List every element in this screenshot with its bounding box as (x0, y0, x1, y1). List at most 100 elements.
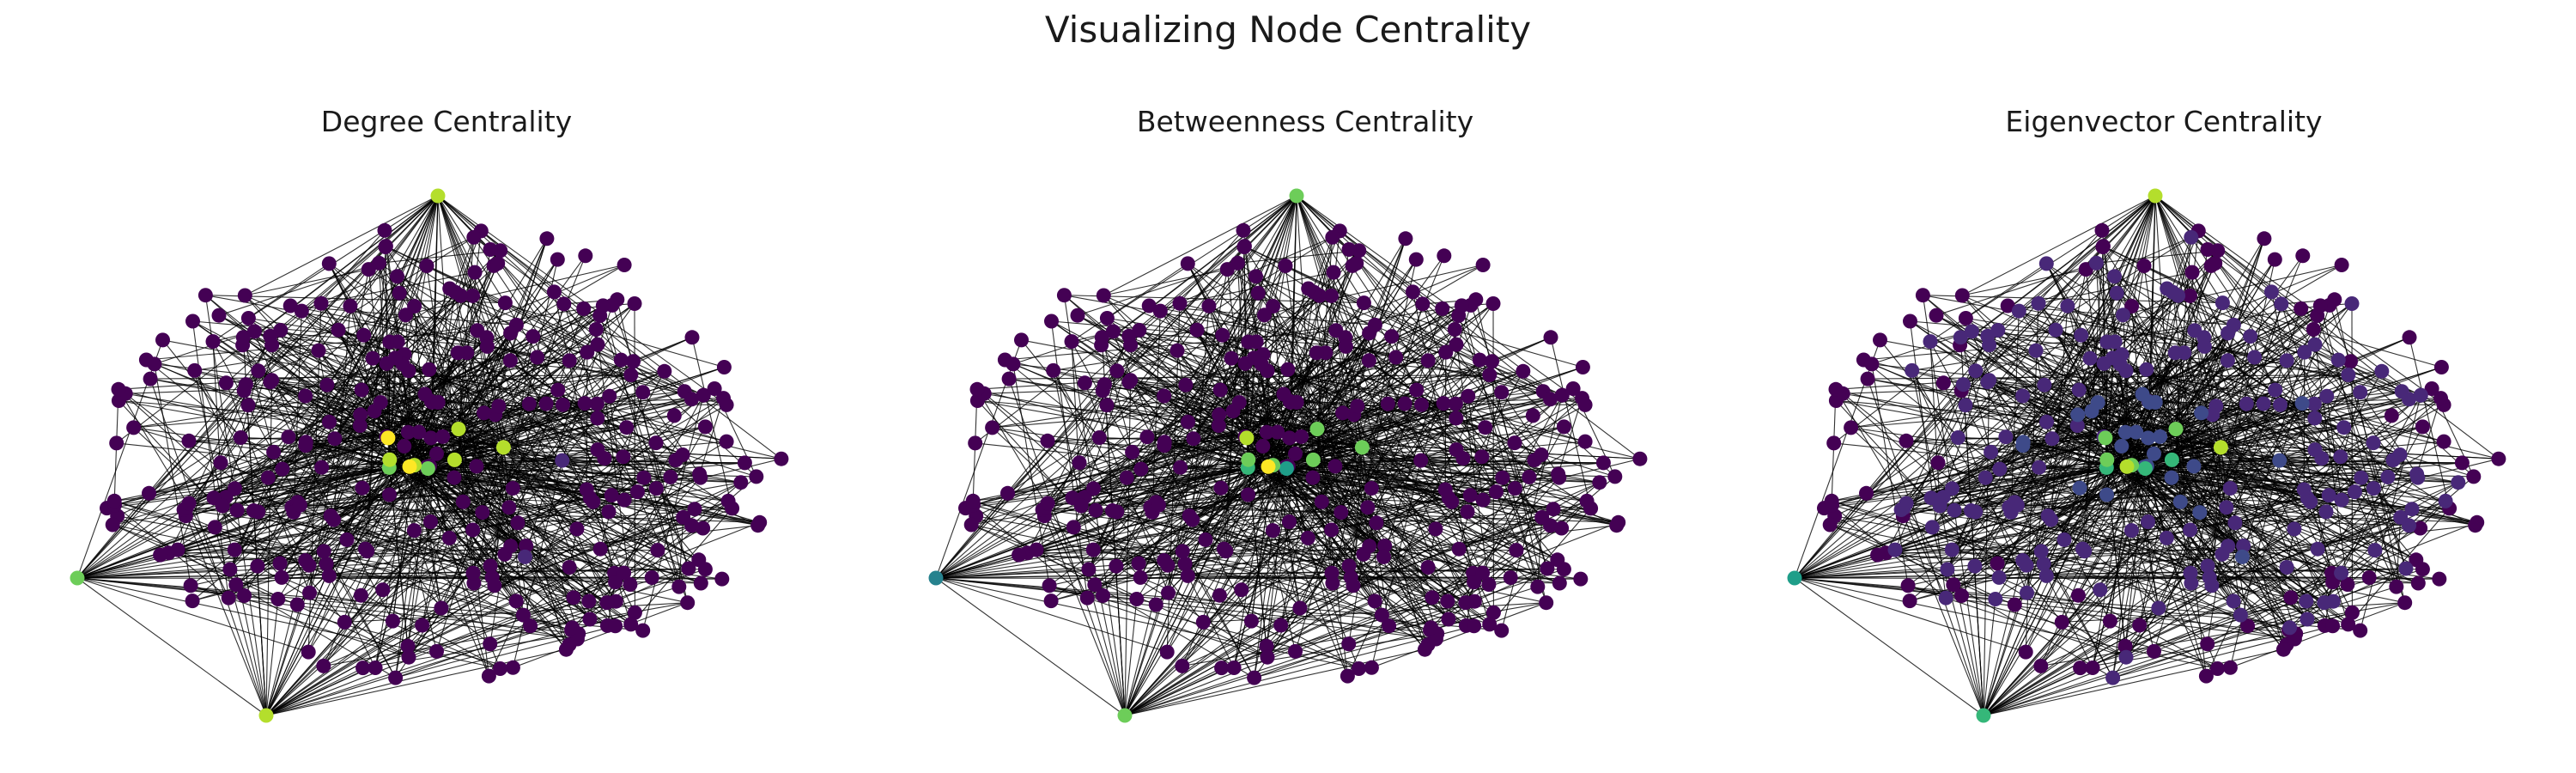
edge (1863, 359, 2107, 468)
node (519, 539, 534, 553)
edge (270, 335, 631, 376)
node (1984, 444, 1999, 460)
node (1388, 350, 1404, 365)
node (1534, 447, 1549, 462)
node (2318, 504, 2334, 520)
node (2147, 643, 2161, 659)
edge (1983, 521, 2477, 716)
node (465, 565, 481, 581)
node (503, 539, 519, 554)
edge (204, 295, 238, 511)
edge (553, 291, 617, 582)
edge (1244, 246, 1563, 396)
node (2353, 623, 2368, 638)
node (1288, 643, 1303, 659)
node (466, 229, 482, 245)
edge (1929, 341, 1941, 507)
edge (1983, 351, 2306, 716)
node (1398, 231, 1413, 247)
node (1575, 360, 1590, 374)
node (1905, 362, 1920, 378)
edge (1124, 477, 1559, 716)
node (1094, 330, 1109, 345)
edge (1053, 370, 1118, 513)
node (1887, 542, 1903, 557)
node (487, 578, 502, 593)
node (313, 295, 329, 311)
node (2009, 497, 2025, 513)
edge (458, 429, 489, 677)
node (246, 503, 261, 518)
edge (935, 577, 1126, 716)
edge (1254, 453, 1297, 679)
edge (973, 466, 1249, 502)
node (447, 452, 462, 467)
node (218, 375, 234, 391)
edge (2318, 525, 2409, 550)
edge (1005, 359, 1249, 468)
node (1073, 498, 1089, 514)
edge (265, 401, 432, 716)
edge (2040, 602, 2405, 666)
edge (218, 262, 380, 316)
node (1462, 488, 1478, 503)
node (579, 482, 594, 497)
node (228, 481, 242, 496)
node (2107, 334, 2123, 350)
edge (1248, 403, 1444, 468)
node (2000, 298, 2015, 313)
edge (248, 195, 439, 319)
edge (2154, 195, 2208, 250)
node (1334, 505, 1349, 520)
node (2233, 607, 2248, 623)
node (1354, 440, 1370, 455)
node (648, 435, 664, 451)
node (1234, 582, 1249, 598)
edge (2106, 459, 2458, 484)
edge (2171, 308, 2302, 460)
node (1236, 239, 1252, 254)
edge (365, 482, 741, 550)
node (2151, 600, 2166, 616)
node (430, 188, 446, 204)
edge (2102, 247, 2334, 602)
node (1214, 660, 1230, 676)
edge (458, 259, 558, 429)
node (187, 362, 203, 378)
edge (1448, 394, 1563, 499)
edge (1935, 262, 2097, 316)
node (1324, 522, 1340, 538)
edge (265, 351, 588, 716)
edge (1444, 352, 1447, 490)
edge (2189, 295, 2221, 448)
node (1494, 623, 1510, 638)
node (608, 618, 623, 634)
node (969, 381, 985, 397)
node (2037, 377, 2052, 393)
node (355, 480, 370, 496)
node (1178, 377, 1194, 393)
edge (1027, 495, 1471, 554)
node (1133, 461, 1149, 477)
edge (146, 359, 390, 468)
node (250, 558, 265, 574)
node (2353, 385, 2368, 400)
node (1180, 568, 1195, 583)
node (322, 414, 337, 429)
edge (2310, 371, 2383, 502)
edge (1340, 447, 1363, 513)
node (2204, 578, 2220, 593)
edge (1163, 264, 1484, 397)
edge (1983, 599, 1996, 716)
edge (1983, 477, 2418, 716)
edge (437, 195, 491, 250)
node (1507, 435, 1522, 451)
edge (1930, 391, 2403, 499)
node (2032, 460, 2047, 475)
node (1976, 708, 1991, 723)
edge (2154, 195, 2191, 296)
node (1958, 398, 1973, 413)
node (1133, 569, 1148, 585)
node (2341, 617, 2356, 632)
node (475, 505, 490, 520)
